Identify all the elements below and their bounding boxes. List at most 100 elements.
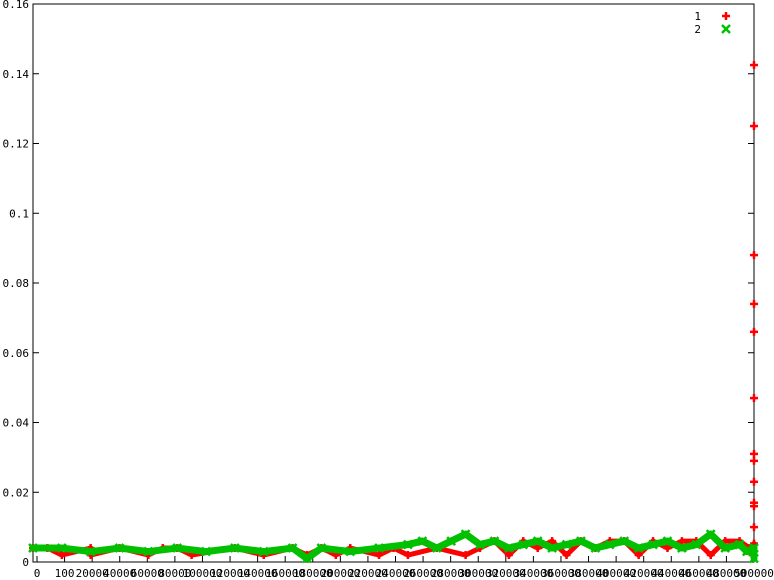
y-tick-label: 0.16 (3, 0, 30, 11)
data-point (750, 299, 758, 308)
data-point (750, 251, 758, 260)
data-point (229, 543, 240, 553)
series-band (87, 544, 124, 556)
x-tick-label: 240000 (376, 567, 416, 580)
x-tick-label: 420000 (624, 567, 664, 580)
data-point (403, 539, 413, 550)
data-point (302, 553, 312, 564)
data-point (722, 12, 730, 20)
data-point (446, 536, 457, 546)
data-point (28, 543, 38, 553)
data-point (720, 543, 731, 553)
x-tick-label: 20000 (76, 567, 109, 580)
data-point (750, 498, 758, 507)
legend-label: 2 (694, 23, 701, 36)
data-point (576, 536, 586, 546)
y-tick-label: 0.08 (3, 277, 30, 290)
series-band (346, 544, 383, 556)
x-tick-label: 160000 (265, 567, 305, 580)
data-point (201, 546, 211, 557)
x-tick-label: 80000 (158, 567, 191, 580)
series-band (260, 544, 297, 556)
x-tick-label: 100 (55, 567, 75, 580)
y-tick-label: 0 (22, 556, 29, 569)
data-point (345, 546, 356, 557)
x-tick-label: 340000 (514, 567, 554, 580)
data-point (590, 543, 601, 553)
data-point (705, 529, 716, 539)
data-point (749, 543, 759, 553)
x-tick-label: 440000 (651, 567, 691, 580)
series-band (231, 544, 268, 556)
x-tick-label: 220000 (348, 567, 388, 580)
data-point (533, 544, 542, 553)
x-tick-label: 120000 (210, 567, 250, 580)
data-point (634, 551, 643, 560)
data-point (489, 536, 500, 546)
series-band (58, 544, 95, 556)
data-point (741, 546, 752, 557)
data-point (375, 551, 384, 560)
data-point (172, 543, 183, 553)
data-point (706, 551, 715, 560)
data-point (56, 543, 67, 553)
x-tick-label: 280000 (431, 567, 471, 580)
data-point (750, 122, 758, 131)
series-band (375, 541, 412, 552)
data-point (316, 543, 327, 553)
legend: 12 (694, 10, 731, 36)
data-point (548, 537, 557, 546)
data-point (374, 543, 384, 553)
y-tick-label: 0.1 (9, 207, 29, 220)
data-point (114, 543, 125, 553)
x-tick-label: 0 (34, 567, 41, 580)
data-point (750, 327, 758, 336)
data-point (662, 536, 673, 546)
x-axis: 0 100 200004000060000800001000001200001400… (34, 556, 774, 580)
y-tick-label: 0.12 (3, 138, 30, 151)
x-tick-label: 100000 (183, 567, 223, 580)
data-point (460, 529, 471, 539)
data-point (503, 543, 514, 553)
data-point (431, 543, 442, 553)
y-tick-label: 0.06 (3, 347, 30, 360)
data-point (750, 523, 758, 532)
data-point (633, 543, 644, 553)
data-point (403, 551, 412, 560)
data-point (619, 536, 630, 546)
data-point (721, 24, 731, 34)
y-axis: 0 0.02 0.04 0.06 0.08 0.1 0.12 0.14 0.16 (3, 0, 754, 569)
data-point (143, 546, 154, 557)
x-tick-label: 260000 (403, 567, 443, 580)
series-1 (29, 61, 758, 560)
data-point (258, 546, 269, 557)
data-point (518, 539, 529, 550)
x-tick-label: 500000 (734, 567, 774, 580)
data-point (475, 539, 485, 550)
data-point (749, 553, 759, 564)
series-band (202, 544, 239, 556)
data-point (532, 536, 543, 546)
y-tick-label: 0.04 (3, 417, 30, 430)
x-tick-label: 180000 (293, 567, 333, 580)
x-tick-label: 400000 (596, 567, 636, 580)
data-point (648, 539, 658, 550)
series-band (173, 544, 210, 556)
data-point (562, 551, 571, 560)
data-point (547, 543, 558, 553)
data-point (750, 61, 758, 70)
data-point (561, 539, 572, 550)
plot-frame (32, 3, 755, 563)
legend-label: 1 (694, 10, 701, 23)
series-band (317, 544, 354, 556)
data-point (750, 394, 758, 403)
series-band (116, 544, 152, 556)
x-tick-label: 380000 (569, 567, 609, 580)
data-point (417, 536, 428, 546)
x-tick-label: 140000 (238, 567, 278, 580)
data-point (287, 543, 298, 553)
x-tick-label: 460000 (679, 567, 719, 580)
data-point (85, 546, 96, 557)
x-tick-label: 200000 (320, 567, 360, 580)
data-point (691, 539, 702, 550)
